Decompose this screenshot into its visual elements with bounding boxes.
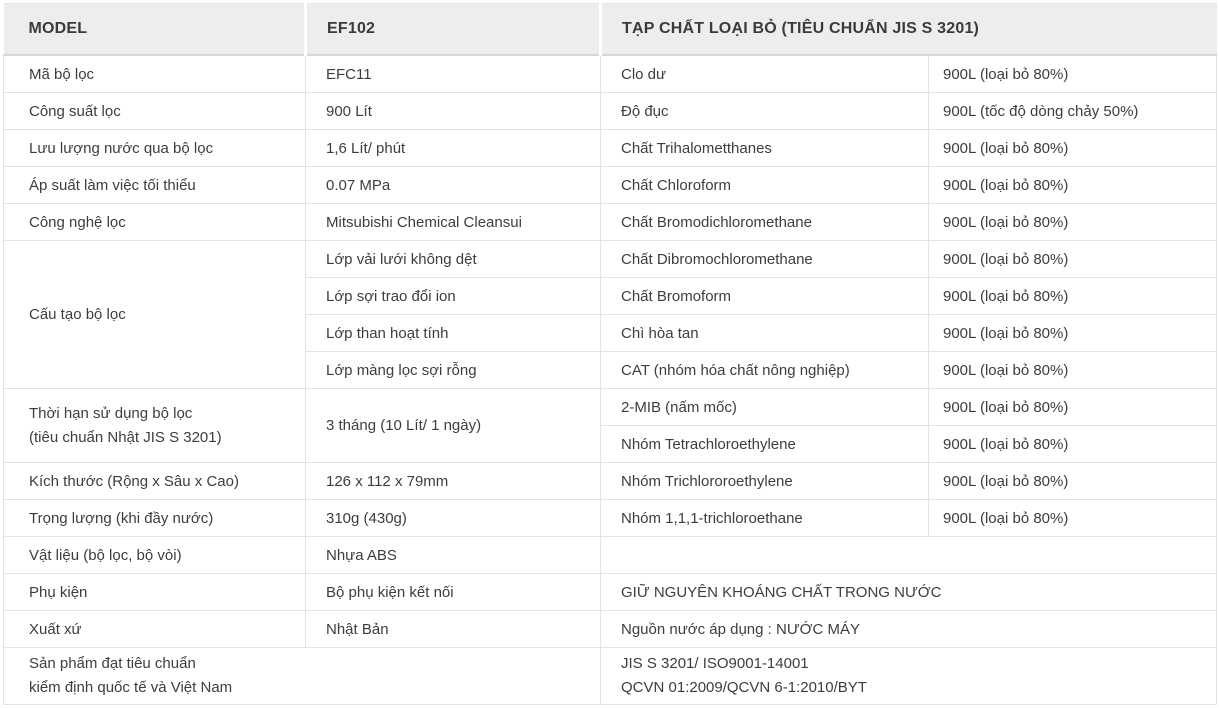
header-model-value: EF102 [304,3,601,56]
contaminant-name-cell: Chất Trihalometthanes [600,129,929,167]
contaminant-name-cell: Clo dư [600,54,929,93]
filter-layer-cell: Lớp than hoạt tính [305,314,601,352]
certification-value-line2: QCVN 01:2009/QCVN 6-1:2010/BYT [621,679,867,696]
table-row: Xuất xứ Nhật Bản Nguồn nước áp dụng : NƯ… [3,610,1217,648]
spec-value-cell: 310g (430g) [305,499,601,537]
spec-label-cell: Cấu tạo bộ lọc [3,240,306,389]
removal-value-cell: 900L (loại bỏ 80%) [928,129,1217,167]
removal-value-cell: 900L (loại bỏ 80%) [928,240,1217,278]
contaminant-name-cell: CAT (nhóm hóa chất nông nghiệp) [600,351,929,389]
lifetime-label-line2: (tiêu chuẩn Nhật JIS S 3201) [29,428,222,446]
spec-value-cell: Bộ phụ kiện kết nối [305,573,601,611]
contaminant-name-cell: Chì hòa tan [600,314,929,352]
removal-value-cell: 900L (loại bỏ 80%) [928,462,1217,500]
table-row: Áp suất làm việc tối thiểu 0.07 MPa Chất… [3,166,1217,204]
table-row: Vật liệu (bộ lọc, bộ vòi) Nhựa ABS [3,536,1217,574]
lifetime-label-line1: Thời hạn sử dụng bộ lọc [29,404,193,422]
certification-label-line1: Sản phẩm đạt tiêu chuẩn [29,655,196,672]
spec-label-cell: Phụ kiện [3,573,306,611]
filter-layer-cell: Lớp vải lưới không dệt [305,240,601,278]
contaminant-name-cell: Nhóm Trichlororoethylene [600,462,929,500]
empty-cell [600,536,1217,574]
filter-layer-cell: Lớp màng lọc sợi rỗng [305,351,601,389]
table-row: Lớp màng lọc sợi rỗng CAT (nhóm hóa chất… [4,351,1217,389]
removal-value-cell: 900L (loại bỏ 80%) [928,499,1217,537]
table-row: Sản phẩm đạt tiêu chuẩn kiểm định quốc t… [3,647,1217,705]
filter-layer-cell: Lớp sợi trao đổi ion [305,277,601,315]
certification-label-line2: kiểm định quốc tế và Việt Nam [29,679,233,696]
removal-value-cell: 900L (tốc độ dòng chảy 50%) [928,92,1217,130]
spec-value-cell: 1,6 Lít/ phút [305,129,601,167]
spec-value-cell: Nhật Bản [305,610,601,648]
table-row: Lớp sợi trao đổi ion Chất Bromoform 900L… [4,277,1217,315]
removal-value-cell: 900L (loại bỏ 80%) [928,314,1217,352]
table-row: Mã bộ lọc EFC11 Clo dư 900L (loại bỏ 80%… [3,54,1217,93]
spec-label-cell: Công suất lọc [3,92,306,130]
spec-label-cell: Vật liệu (bộ lọc, bộ vòi) [3,536,306,574]
removal-value-cell: 900L (loại bỏ 80%) [928,203,1217,241]
table-row: Phụ kiện Bộ phụ kiện kết nối GIỮ NGUYÊN … [3,573,1217,611]
spec-label-cell: Áp suất làm việc tối thiểu [3,166,306,204]
table-row: Lớp than hoạt tính Chì hòa tan 900L (loạ… [4,314,1217,352]
spec-value-cell: 126 x 112 x 79mm [305,462,601,500]
contaminant-name-cell: Nhóm Tetrachloroethylene [600,425,929,463]
removal-value-cell: 900L (loại bỏ 80%) [928,54,1217,93]
spec-value-cell: 900 Lít [305,92,601,130]
certification-value-cell: JIS S 3201/ ISO9001-14001 QCVN 01:2009/Q… [600,647,1217,705]
spec-label-cell: Thời hạn sử dụng bộ lọc (tiêu chuẩn Nhật… [3,388,306,463]
spec-label-cell: Kích thước (Rộng x Sâu x Cao) [3,462,306,500]
contaminant-name-cell: 2-MIB (nấm mốc) [600,388,929,426]
spec-value-cell: Nhựa ABS [305,536,601,574]
contaminant-name-cell: Chất Bromoform [600,277,929,315]
removal-value-cell: 900L (loại bỏ 80%) [928,425,1217,463]
certification-label-cell: Sản phẩm đạt tiêu chuẩn kiểm định quốc t… [3,647,601,705]
table-row: Trọng lượng (khi đầy nước) 310g (430g) N… [3,499,1217,537]
contaminant-name-cell: Độ đục [600,92,929,130]
table-row: Công suất lọc 900 Lít Độ đục 900L (tốc đ… [3,92,1217,130]
spec-table: MODEL EF102 TẠP CHẤT LOẠI BỎ (TIÊU CHUẨN… [3,3,1217,705]
table-row: Cấu tạo bộ lọc Lớp vải lưới không dệt Ch… [3,240,1217,389]
removal-value-cell: 900L (loại bỏ 80%) [928,166,1217,204]
spec-label-cell: Mã bộ lọc [3,54,306,93]
certification-value-line1: JIS S 3201/ ISO9001-14001 [621,655,809,672]
header-impurities: TẠP CHẤT LOẠI BỎ (TIÊU CHUẨN JIS S 3201) [599,3,1217,56]
spec-value-cell: EFC11 [305,54,601,93]
contaminant-name-cell: Nhóm 1,1,1-trichloroethane [600,499,929,537]
contaminant-name-cell: Chất Bromodichloromethane [600,203,929,241]
header-model: MODEL [3,3,306,56]
contaminant-name-cell: Chất Dibromochloromethane [600,240,929,278]
table-row: Kích thước (Rộng x Sâu x Cao) 126 x 112 … [3,462,1217,500]
removal-value-cell: 900L (loại bỏ 80%) [928,277,1217,315]
minerals-note-cell: GIỮ NGUYÊN KHOÁNG CHẤT TRONG NƯỚC [600,573,1217,611]
water-source-cell: Nguồn nước áp dụng : NƯỚC MÁY [600,610,1217,648]
spec-value-cell: 3 tháng (10 Lít/ 1 ngày) [305,388,601,463]
contaminant-name-cell: Chất Chloroform [600,166,929,204]
spec-label-cell: Xuất xứ [3,610,306,648]
spec-label-cell: Công nghệ lọc [3,203,306,241]
table-row: Nhóm Tetrachloroethylene 900L (loại bỏ 8… [4,425,1217,463]
spec-label-cell: Trọng lượng (khi đầy nước) [3,499,306,537]
table-header-row: MODEL EF102 TẠP CHẤT LOẠI BỎ (TIÊU CHUẨN… [3,3,1217,56]
table-row: Thời hạn sử dụng bộ lọc (tiêu chuẩn Nhật… [3,388,1217,463]
removal-value-cell: 900L (loại bỏ 80%) [928,388,1217,426]
spec-value-cell: 0.07 MPa [305,166,601,204]
removal-value-cell: 900L (loại bỏ 80%) [928,351,1217,389]
table-row: Công nghệ lọc Mitsubishi Chemical Cleans… [3,203,1217,241]
table-row: Lưu lượng nước qua bộ lọc 1,6 Lít/ phút … [3,129,1217,167]
spec-label-cell: Lưu lượng nước qua bộ lọc [3,129,306,167]
spec-value-cell: Mitsubishi Chemical Cleansui [305,203,601,241]
